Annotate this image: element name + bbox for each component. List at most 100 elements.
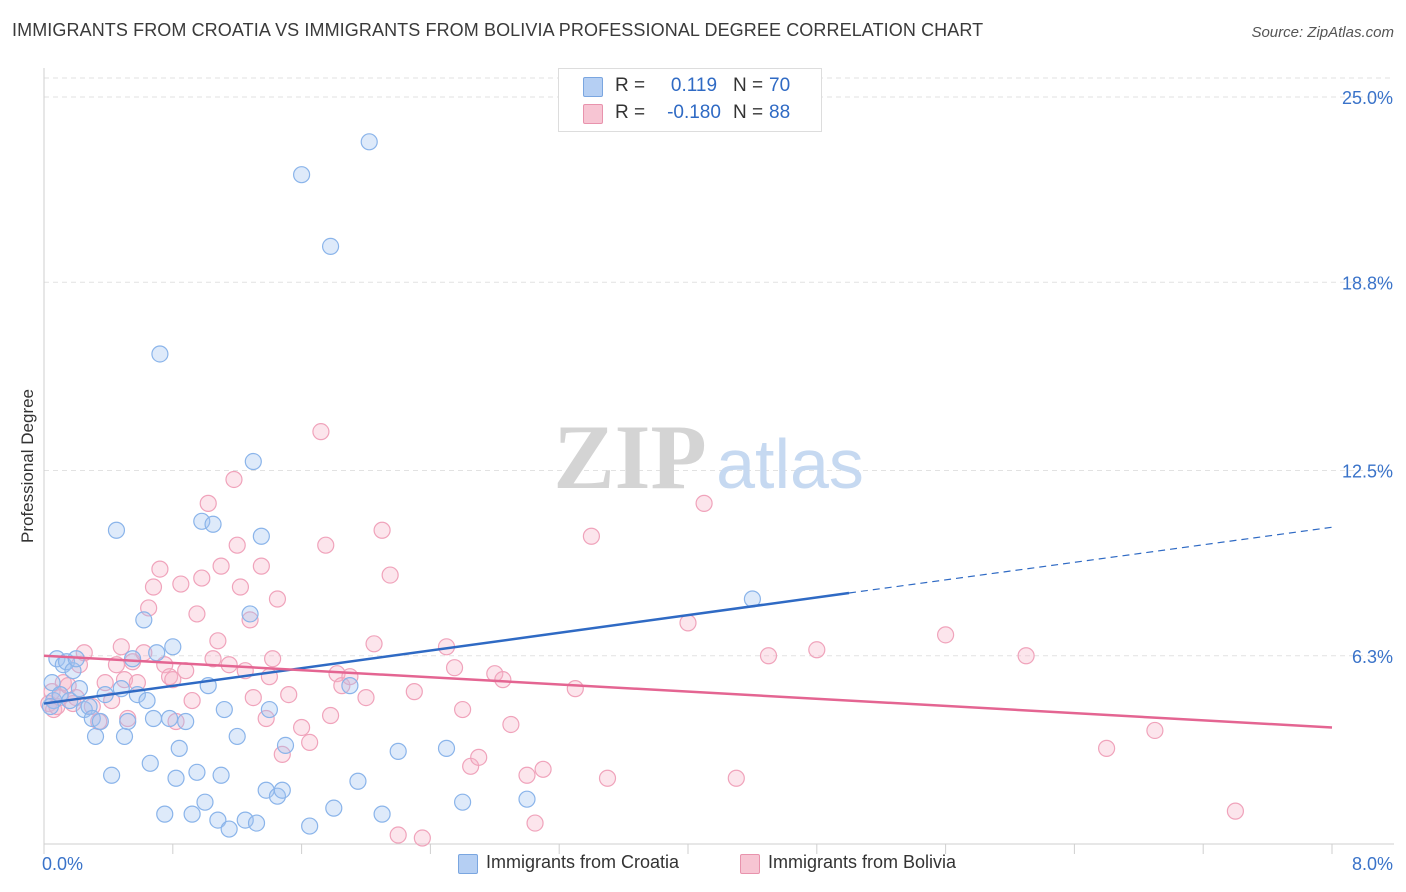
bolivia-point xyxy=(373,521,391,539)
croatia-point xyxy=(236,811,254,829)
bolivia-point xyxy=(470,748,488,766)
bolivia-point xyxy=(413,829,431,847)
y-tick-label: 12.5% xyxy=(1342,462,1393,482)
croatia-point xyxy=(91,712,109,731)
bolivia-point xyxy=(454,700,472,719)
croatia-point xyxy=(148,644,166,662)
bolivia-point xyxy=(312,423,330,441)
bolivia-point xyxy=(183,691,201,710)
croatia-point xyxy=(156,805,174,823)
series-croatia-points xyxy=(41,133,762,838)
croatia-point xyxy=(244,452,262,471)
croatia-point xyxy=(247,814,266,832)
croatia-point xyxy=(209,811,227,829)
croatia-point xyxy=(164,638,182,656)
bottom-legend: Immigrants from Croatia Immigrants from … xyxy=(0,852,1406,878)
bolivia-point xyxy=(381,566,399,584)
bolivia-point xyxy=(115,671,134,689)
bolivia-point xyxy=(679,614,697,632)
croatia-point xyxy=(273,781,291,799)
legend-n-label: N = xyxy=(733,75,764,96)
croatia-point xyxy=(389,742,407,760)
bolivia-point xyxy=(365,635,383,653)
bolivia-point xyxy=(209,632,227,650)
bolivia-point xyxy=(112,638,130,656)
bolivia-point xyxy=(268,590,287,608)
croatia-point xyxy=(43,674,61,692)
croatia-point xyxy=(252,527,270,545)
watermark: ZIP atlas xyxy=(553,406,864,508)
legend-swatch-croatia xyxy=(583,77,603,97)
croatia-point xyxy=(241,605,259,623)
bolivia-point xyxy=(264,650,282,668)
croatia-point xyxy=(141,754,159,772)
bolivia-point xyxy=(193,569,211,587)
legend-row-croatia: R = 0.119 N = 70 xyxy=(583,75,819,99)
croatia-point xyxy=(293,166,311,184)
bolivia-point xyxy=(526,814,544,832)
bottom-legend-swatch-croatia xyxy=(458,854,478,874)
croatia-point xyxy=(135,611,153,629)
bolivia-point xyxy=(172,575,190,593)
bolivia-point xyxy=(1017,647,1035,665)
bolivia-point xyxy=(695,494,713,512)
croatia-point xyxy=(325,799,343,817)
croatia-point xyxy=(70,680,89,698)
legend-r-label: R = xyxy=(615,102,646,123)
y-axis-label: Professional Degree xyxy=(18,388,37,544)
bolivia-point xyxy=(494,671,512,689)
bolivia-point xyxy=(96,674,114,692)
chart-title: IMMIGRANTS FROM CROATIA VS IMMIGRANTS FR… xyxy=(12,20,984,40)
bolivia-point xyxy=(566,680,584,698)
tick-labels: 6.3% 12.5% 18.8% 25.0% 0.0% 8.0% xyxy=(42,88,1393,874)
bolivia-point xyxy=(257,709,275,728)
trend-line-croatia-extension xyxy=(848,526,1333,594)
bolivia-point xyxy=(1146,721,1164,740)
bottom-legend-label-bolivia: Immigrants from Bolivia xyxy=(768,852,957,872)
y-tick-label: 18.8% xyxy=(1342,273,1393,293)
croatia-point xyxy=(228,727,246,746)
croatia-point xyxy=(123,650,142,668)
bolivia-point xyxy=(280,685,298,704)
croatia-point xyxy=(170,739,188,757)
croatia-point xyxy=(220,820,238,838)
croatia-point xyxy=(349,772,367,790)
bolivia-point xyxy=(301,733,319,752)
y-tick-label: 25.0% xyxy=(1342,88,1393,108)
croatia-point xyxy=(86,727,105,746)
croatia-point xyxy=(167,769,185,787)
bottom-legend-swatch-bolivia xyxy=(740,854,760,874)
bolivia-point xyxy=(405,683,423,701)
bolivia-point xyxy=(204,650,222,668)
bolivia-point xyxy=(445,659,464,677)
x-tick-label: 8.0% xyxy=(1352,854,1393,874)
bolivia-point xyxy=(727,769,745,787)
trend-line-bolivia xyxy=(43,654,1333,729)
bolivia-point xyxy=(357,688,375,707)
croatia-point xyxy=(183,805,201,823)
croatia-point xyxy=(454,793,472,811)
legend-r-value-bolivia: -0.180 xyxy=(667,102,721,123)
croatia-point xyxy=(193,512,211,530)
watermark-zip: ZIP xyxy=(553,406,706,508)
watermark-atlas: atlas xyxy=(716,425,864,503)
legend-r-value-croatia: 0.119 xyxy=(670,75,718,96)
legend-box: R = 0.119 N = 70 R = -0.180 N = 88 xyxy=(558,68,822,132)
croatia-point xyxy=(204,515,222,533)
axes xyxy=(43,68,1394,854)
bolivia-point xyxy=(151,560,169,578)
trend-lines xyxy=(43,526,1333,729)
croatia-point xyxy=(48,650,66,668)
croatia-point xyxy=(301,817,319,835)
croatia-point xyxy=(196,793,214,811)
y-tick-label: 6.3% xyxy=(1352,647,1393,667)
bolivia-point xyxy=(244,688,262,707)
trend-line-croatia xyxy=(43,591,850,705)
croatia-point xyxy=(107,521,126,539)
bolivia-point xyxy=(212,557,230,575)
croatia-point xyxy=(437,739,456,757)
croatia-point xyxy=(260,700,278,719)
croatia-point xyxy=(115,727,134,746)
bolivia-point xyxy=(228,536,246,554)
